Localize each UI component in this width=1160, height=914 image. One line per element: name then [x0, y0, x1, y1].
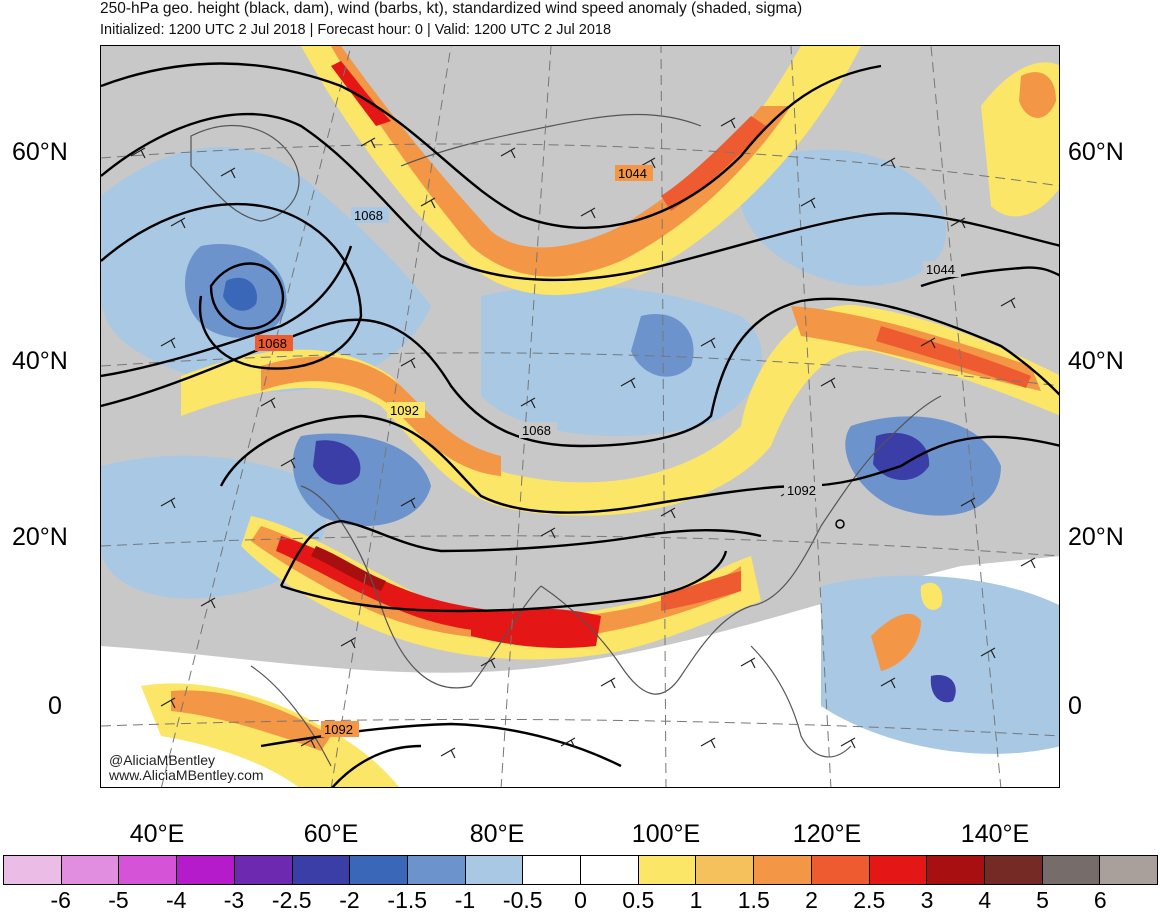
colorbar-label: 6: [1093, 887, 1107, 913]
colorbar-swatch: [1042, 856, 1101, 884]
shading-positive-max: [661, 571, 741, 611]
colorbar-swatch: [638, 856, 697, 884]
contour-label: 1092: [390, 403, 419, 418]
colorbar-swatch: [869, 856, 928, 884]
contour-label: 1068: [522, 423, 551, 438]
chart-title: 250-hPa geo. height (black, dam), wind (…: [100, 0, 803, 17]
colorbar-label: -0.5: [502, 887, 543, 913]
colorbar-swatch: [350, 856, 408, 884]
shading-negative-strong: [313, 440, 361, 485]
wind-barbs: [130, 117, 1036, 759]
map-canvas: 1044 1068 1044 1068 1092 1068 1092 1092: [101, 46, 1059, 787]
coastlines: [190, 113, 942, 767]
colorbar-label: -1.5: [387, 887, 428, 913]
shading-negative-strong: [930, 675, 956, 703]
shading-positive-blob: [920, 582, 943, 610]
shading-negative-strong: [873, 432, 930, 481]
contour-low-marker: [835, 519, 845, 529]
colorbar-label: -5: [108, 887, 129, 913]
lat-label-right: 40°N: [1068, 347, 1124, 375]
shading-positive-jet-north: [301, 46, 861, 295]
contour-label: 1068: [354, 208, 383, 223]
colorbar-label: 4: [978, 887, 992, 913]
shading-positive-blob: [1019, 72, 1056, 118]
chart-subtitle: Initialized: 1200 UTC 2 Jul 2018 | Forec…: [100, 22, 612, 38]
lon-label: 40°E: [129, 820, 185, 848]
credit-handle: @AliciaMBentley: [109, 752, 216, 768]
colorbar-label: 1.5: [737, 887, 770, 913]
colorbar-label: 0: [574, 887, 587, 913]
lon-label: 80°E: [469, 820, 525, 848]
height-contours: [101, 62, 1059, 787]
colorbar-swatch: [927, 856, 985, 884]
colorbar-swatch: [177, 856, 235, 884]
colorbar-swatch: [4, 856, 62, 884]
colorbar-swatch: [1100, 856, 1158, 884]
shading-negative-strong: [223, 277, 257, 311]
colorbar-swatch: [119, 856, 178, 884]
shading-positive-blob: [871, 613, 921, 671]
colorbar-swatch: [465, 856, 524, 884]
colorbar-label: -2.5: [271, 887, 312, 913]
colorbar-swatch: [984, 856, 1043, 884]
colorbar-label: -2: [339, 887, 360, 913]
shading-positive-core: [261, 356, 501, 476]
lat-label-left: 60°N: [12, 138, 68, 166]
contour-label: 1044: [926, 262, 955, 277]
contour-label: 1092: [324, 722, 353, 737]
colorbar-label: 3: [920, 887, 934, 913]
shading-positive-max: [331, 61, 391, 126]
lat-label-right: 60°N: [1068, 138, 1124, 166]
lat-label-left: 0: [48, 692, 62, 720]
lon-label: 120°E: [792, 820, 862, 848]
colorbar-label: -1: [454, 887, 476, 913]
contour-label: 1092: [787, 483, 816, 498]
credit-website: www.AliciaMBentley.com: [109, 767, 264, 783]
shading-negative-light: [481, 285, 762, 436]
shading-positive-core: [251, 526, 741, 640]
lat-label-right: 20°N: [1068, 523, 1124, 551]
colorbar-label: -4: [166, 887, 187, 913]
shading-negative-medium: [631, 314, 694, 377]
lon-label: 100°E: [631, 820, 701, 848]
colorbar-label: 0.5: [622, 887, 655, 913]
shading-positive-core: [331, 46, 791, 277]
colorbar-swatch: [292, 856, 351, 884]
lat-label-left: 20°N: [12, 523, 68, 551]
colorbar-label: 2: [805, 887, 818, 913]
colorbar-label: 1: [689, 887, 703, 913]
lon-label: 140°E: [960, 820, 1030, 848]
colorbar: [3, 855, 1158, 885]
colorbar-label: 2.5: [853, 887, 886, 913]
colorbar-swatch: [234, 856, 293, 884]
colorbar-swatch: [811, 856, 870, 884]
shading-negative-light: [821, 575, 1059, 754]
colorbar-label: -6: [50, 887, 71, 913]
contour-labels: 1044 1068 1044 1068 1092 1068 1092 1092: [255, 165, 961, 737]
contour-label: 1068: [258, 336, 287, 351]
colorbar-swatch: [61, 856, 120, 884]
shading-positive-max: [876, 326, 1031, 388]
contour-label: 1044: [618, 166, 647, 181]
colorbar-swatch: [581, 856, 639, 884]
shading-positive-core: [171, 690, 331, 751]
map-panel: 1044 1068 1044 1068 1092 1068 1092 1092: [100, 45, 1060, 788]
shading-positive-max: [311, 546, 386, 591]
colorbar-swatch: [523, 856, 582, 884]
colorbar-swatch: [696, 856, 755, 884]
colorbar-swatch: [407, 856, 466, 884]
lon-label: 60°E: [303, 820, 359, 848]
colorbar-label: -3: [223, 887, 245, 913]
lat-label-left: 40°N: [12, 347, 68, 375]
shading-positive-max: [661, 116, 766, 211]
shading-negative-light: [741, 149, 947, 286]
colorbar-swatch: [754, 856, 812, 884]
lat-label-right: 0: [1068, 692, 1082, 720]
colorbar-label: 5: [1036, 887, 1049, 913]
